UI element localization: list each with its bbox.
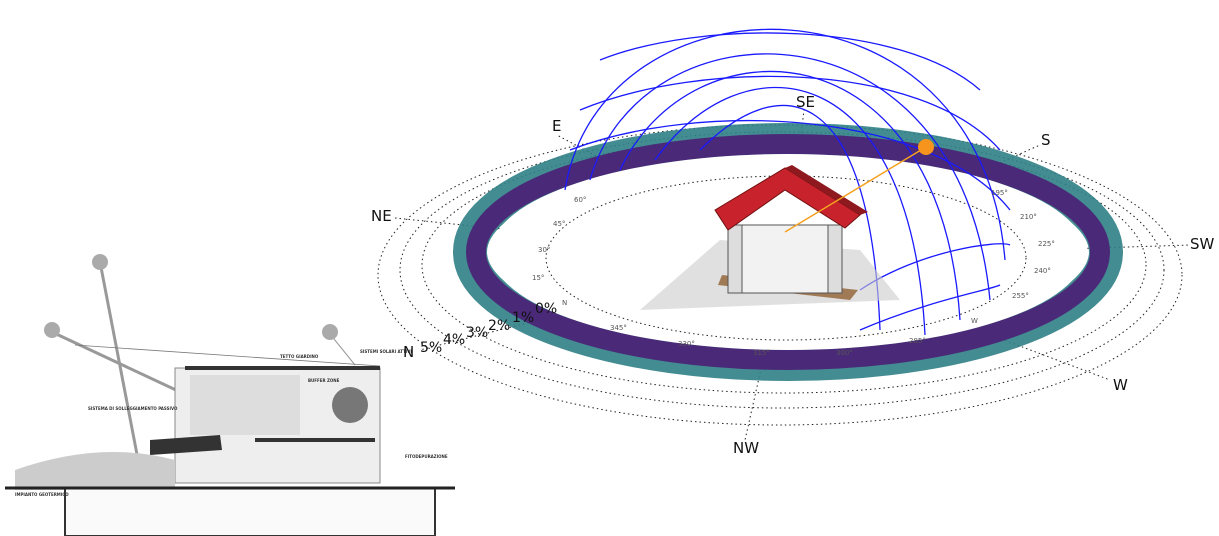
section-label: FITODEPURAZIONE <box>405 454 448 459</box>
section-label: IMPIANTO GEOTERMICO <box>15 492 69 497</box>
ring <box>399 131 1165 409</box>
angle-label: 195° <box>991 189 1008 197</box>
angle-label: 225° <box>1038 240 1055 248</box>
percent-label: 0% <box>535 301 557 317</box>
sun-ray <box>98 261 142 471</box>
suns <box>44 254 338 340</box>
angle-label: 45° <box>553 220 565 228</box>
ring <box>545 175 1027 341</box>
angle-label: 15° <box>532 274 544 282</box>
sun-ray <box>329 333 356 366</box>
sun <box>918 139 934 155</box>
compass-label: S <box>1041 131 1051 149</box>
angle-label: 315° <box>753 349 770 357</box>
sun-ray <box>784 146 927 233</box>
compass-label: E <box>552 117 561 135</box>
angle-label: 210° <box>1020 213 1037 221</box>
small-label: N <box>562 299 567 307</box>
angle-label: 300° <box>836 349 853 357</box>
interior <box>190 375 300 435</box>
planter <box>150 435 222 455</box>
section-label: BUFFER ZONE <box>308 378 340 383</box>
section-label: SISTEMI SOLARI ATTIVI <box>360 349 412 354</box>
radiation-band <box>466 134 1110 370</box>
angle-label: 30° <box>538 246 550 254</box>
sun-dome <box>564 28 1011 336</box>
angle-label: 60° <box>574 196 586 204</box>
percent-label: 2% <box>488 318 510 334</box>
tree <box>332 387 368 423</box>
percent-label: 3% <box>466 325 488 341</box>
compass-label: N <box>403 343 414 361</box>
angle-label: 255° <box>1012 292 1029 300</box>
house <box>640 165 900 310</box>
percent-label: 1% <box>512 310 534 326</box>
section-label: SISTEMA DI SOLLEGGIAMENTO PASSIVO <box>88 406 178 411</box>
compass-label: SW <box>1190 235 1215 253</box>
section-label: TETTO GIARDINO <box>280 354 319 359</box>
section-drawing: TETTO GIARDINO SISTEMI SOLARI ATTIVI SIS… <box>5 254 455 536</box>
roof-line <box>74 344 381 367</box>
compass-label: NW <box>733 439 759 457</box>
percent-label: 5% <box>420 340 442 356</box>
small-label: W <box>971 317 978 325</box>
percent-label: 4% <box>443 332 465 348</box>
angle-label: 285° <box>909 337 926 345</box>
ground-vegetation <box>15 452 175 490</box>
compass-label: W <box>1113 376 1128 394</box>
compass-label: NE <box>371 207 392 225</box>
angle-label: 330° <box>678 340 695 348</box>
angle-label: 345° <box>610 324 627 332</box>
angle-label: 240° <box>1034 267 1051 275</box>
compass-label: SE <box>796 93 815 111</box>
basement <box>64 487 436 536</box>
sun-path-diagram: E SE S SW W NW N NE 0% 1% 2% 3% 4% 5% 60… <box>371 28 1215 457</box>
